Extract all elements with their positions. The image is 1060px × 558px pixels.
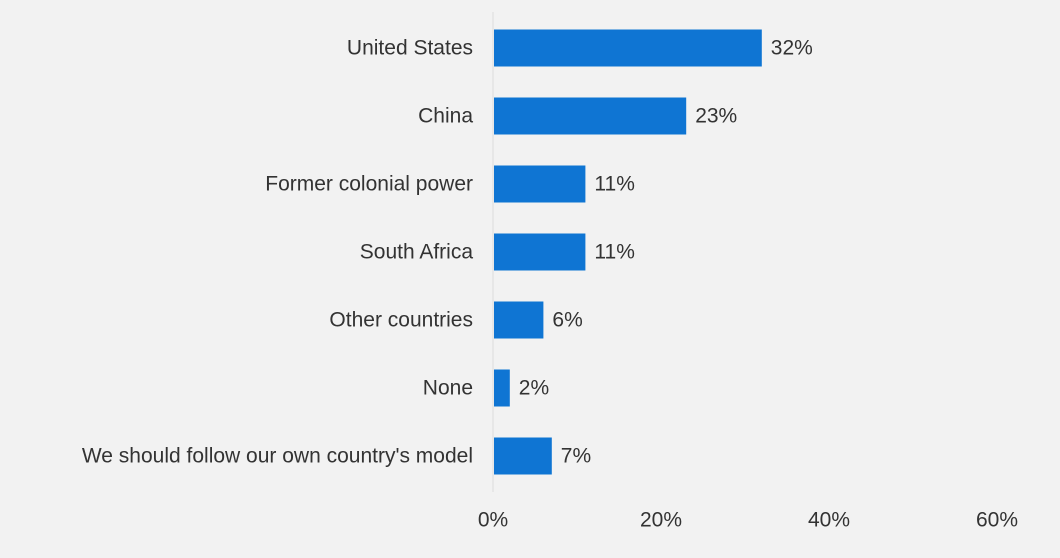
x-tick-label: 0% — [478, 509, 508, 532]
bar — [494, 437, 552, 475]
category-label: South Africa — [360, 241, 474, 264]
category-label: United States — [347, 37, 473, 60]
value-label: 2% — [519, 377, 549, 400]
value-label: 32% — [771, 37, 813, 60]
category-labels: United States China Former colonial power S… — [82, 37, 473, 468]
x-tick-label: 20% — [640, 509, 682, 532]
value-label: 7% — [561, 445, 591, 468]
value-label: 11% — [594, 241, 634, 264]
value-label: 6% — [552, 309, 582, 332]
value-labels: 32% 23% 11% 11% 6% 2% 7% — [519, 37, 813, 468]
bar — [494, 97, 687, 135]
category-label: Former colonial power — [265, 173, 473, 196]
value-label: 11% — [594, 173, 634, 196]
x-tick-labels: 0% 20% 40% 60% — [478, 509, 1018, 532]
x-tick-label: 40% — [808, 509, 850, 532]
x-tick-label: 60% — [976, 509, 1018, 532]
bars — [494, 29, 762, 475]
bar — [494, 29, 762, 67]
bar — [494, 369, 510, 407]
bar — [494, 301, 544, 339]
category-label: Other countries — [329, 309, 473, 332]
bar — [494, 233, 586, 271]
category-label: We should follow our own country's model — [82, 445, 473, 468]
bar — [494, 165, 586, 203]
value-label: 23% — [695, 105, 737, 128]
category-label: China — [418, 105, 473, 128]
category-label: None — [423, 377, 473, 400]
